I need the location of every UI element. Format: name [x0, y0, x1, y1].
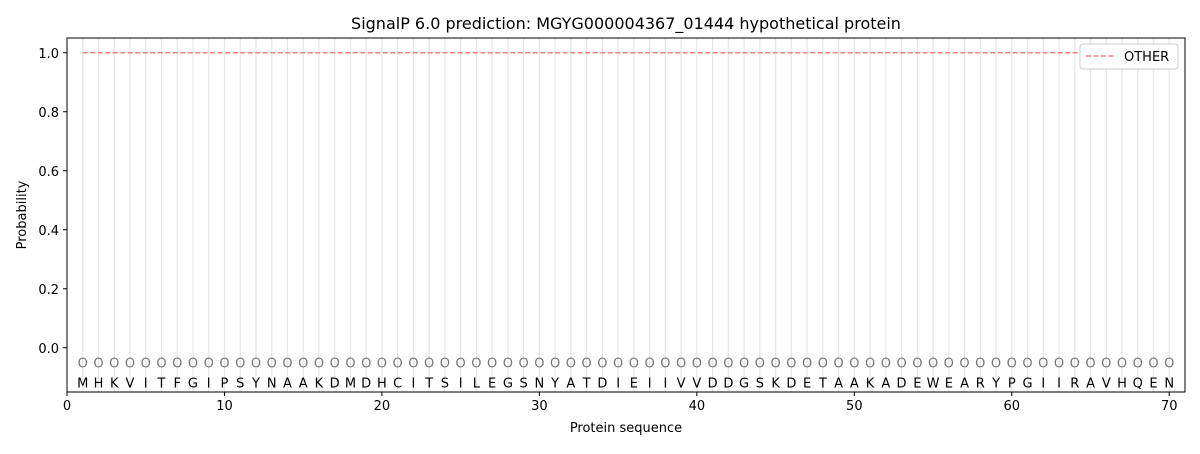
region-label: O [1133, 357, 1143, 372]
y-tick-label: 0.2 [38, 283, 59, 298]
region-label: O [267, 357, 277, 372]
region-label: O [109, 357, 119, 372]
region-label: O [723, 357, 733, 372]
region-label: O [770, 357, 780, 372]
region-label: O [172, 357, 182, 372]
region-label: O [188, 357, 198, 372]
region-label: O [377, 357, 387, 372]
y-tick-label: 0.0 [38, 342, 59, 357]
region-label: O [692, 357, 702, 372]
region-label: O [912, 357, 922, 372]
region-label: O [865, 357, 875, 372]
x-tick-label: 50 [846, 399, 863, 414]
x-tick-label: 70 [1161, 399, 1178, 414]
y-tick-label: 0.8 [38, 106, 59, 121]
region-label: O [456, 357, 466, 372]
region-label: O [282, 357, 292, 372]
region-label: O [1070, 357, 1080, 372]
region-label: O [503, 357, 513, 372]
region-label: O [471, 357, 481, 372]
region-label: O [739, 357, 749, 372]
region-label: O [440, 357, 450, 372]
region-label: O [361, 357, 371, 372]
y-tick-label: 0.4 [38, 224, 59, 239]
region-label: O [219, 357, 229, 372]
legend-box [1079, 43, 1179, 70]
region-label: O [566, 357, 576, 372]
region-label: O [676, 357, 686, 372]
region-label: O [408, 357, 418, 372]
region-label: O [1117, 357, 1127, 372]
region-label: O [424, 357, 434, 372]
region-label: O [125, 357, 135, 372]
x-tick-label: 0 [63, 399, 71, 414]
region-label: O [755, 357, 765, 372]
region-label: O [1101, 357, 1111, 372]
region-label: O [991, 357, 1001, 372]
legend: OTHER [1079, 43, 1179, 70]
region-label: O [93, 357, 103, 372]
region-label: O [1054, 357, 1064, 372]
region-label: O [944, 357, 954, 372]
region-label: O [582, 357, 592, 372]
region-label: O [487, 357, 497, 372]
x-tick-label: 40 [689, 399, 706, 414]
region-label: O [519, 357, 529, 372]
region-label: O [156, 357, 166, 372]
region-label: O [849, 357, 859, 372]
x-tick-label: 10 [216, 399, 233, 414]
region-label: O [975, 357, 985, 372]
sequence-residues: MHKVITFGIPSYNAAKDMDHCITSILEGSNYATDIEIIVV… [77, 376, 1174, 391]
region-label: O [251, 357, 261, 372]
region-label: O [660, 357, 670, 372]
region-label: O [298, 357, 308, 372]
region-label: O [881, 357, 891, 372]
region-label: O [818, 357, 828, 372]
region-label: O [959, 357, 969, 372]
x-tick-label: 30 [531, 399, 548, 414]
region-label: O [707, 357, 717, 372]
region-label: O [1148, 357, 1158, 372]
region-label: O [1164, 357, 1174, 372]
region-label: O [1022, 357, 1032, 372]
y-tick-label: 1.0 [38, 47, 59, 62]
region-label: O [1038, 357, 1048, 372]
region-label: O [833, 357, 843, 372]
region-label: O [314, 357, 324, 372]
region-label: O [786, 357, 796, 372]
region-label: O [928, 357, 938, 372]
x-tick-label: 20 [374, 399, 391, 414]
region-label: O [235, 357, 245, 372]
region-label: O [1007, 357, 1017, 372]
region-label: O [204, 357, 214, 372]
chart-title: SignalP 6.0 prediction: MGYG000004367_01… [351, 14, 901, 34]
region-label: O [550, 357, 560, 372]
region-label: O [534, 357, 544, 372]
region-label: O [613, 357, 623, 372]
region-label: O [393, 357, 403, 372]
y-axis-label: Probability [15, 180, 30, 249]
region-label: O [802, 357, 812, 372]
plot-frame [66, 37, 1186, 393]
legend-label-other: OTHER [1124, 50, 1169, 65]
region-label: O [629, 357, 639, 372]
region-label: O [645, 357, 655, 372]
region-label: O [78, 357, 88, 372]
region-label: O [1085, 357, 1095, 372]
region-label: O [141, 357, 151, 372]
x-tick-label: 60 [1004, 399, 1021, 414]
region-label: O [597, 357, 607, 372]
region-label: O [345, 357, 355, 372]
x-axis-label: Protein sequence [570, 421, 682, 436]
y-tick-label: 0.6 [38, 165, 59, 180]
region-label: O [330, 357, 340, 372]
region-label: O [896, 357, 906, 372]
